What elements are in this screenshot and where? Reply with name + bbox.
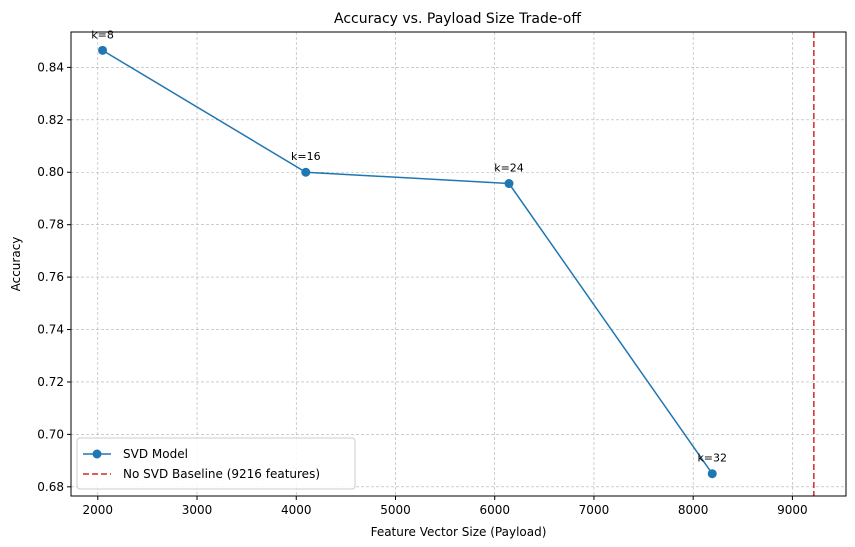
series-line-svd-model (102, 49, 713, 475)
y-tick-label: 0.76 (37, 270, 64, 284)
data-point (98, 45, 108, 55)
data-point (301, 167, 311, 177)
point-annotations: k=8 k=16 k=24 k=32 (91, 28, 727, 464)
x-tick-label: 4000 (281, 503, 312, 517)
x-tick-label: 5000 (380, 503, 411, 517)
x-tick-label: 6000 (479, 503, 510, 517)
y-tick-label: 0.80 (37, 165, 64, 179)
point-label: k=32 (697, 452, 727, 465)
legend: SVD Model No SVD Baseline (9216 features… (76, 437, 356, 490)
x-tick-label: 7000 (579, 503, 610, 517)
data-point (707, 469, 717, 479)
legend-box (76, 437, 356, 490)
y-axis-label: Accuracy (9, 237, 23, 292)
plot-frame (70, 31, 847, 497)
x-tick-label: 8000 (678, 503, 709, 517)
y-tick-label: 0.74 (37, 323, 64, 337)
legend-label-baseline: No SVD Baseline (9216 features) (123, 467, 320, 481)
y-tick-label: 0.70 (37, 427, 64, 441)
x-tick-label: 3000 (182, 503, 213, 517)
series-layer (98, 32, 815, 496)
x-tick-label: 2000 (83, 503, 114, 517)
x-tick-label: 9000 (777, 503, 808, 517)
y-tick-label: 0.68 (37, 480, 64, 494)
chart-title: Accuracy vs. Payload Size Trade-off (334, 11, 581, 27)
point-label: k=16 (291, 150, 321, 163)
data-point (504, 179, 514, 189)
legend-marker-svd-model (92, 449, 102, 459)
point-label: k=24 (494, 162, 524, 175)
axis-ticks: 2000 3000 4000 5000 6000 7000 8000 9000 0.68 0.70… (37, 60, 807, 517)
x-axis-label: Feature Vector Size (Payload) (371, 525, 547, 539)
y-tick-label: 0.72 (37, 375, 64, 389)
point-label: k=8 (91, 28, 114, 41)
grid (71, 32, 846, 496)
y-tick-label: 0.78 (37, 218, 64, 232)
y-tick-label: 0.82 (37, 113, 64, 127)
legend-label-svd-model: SVD Model (123, 447, 188, 461)
y-tick-label: 0.84 (37, 60, 64, 74)
